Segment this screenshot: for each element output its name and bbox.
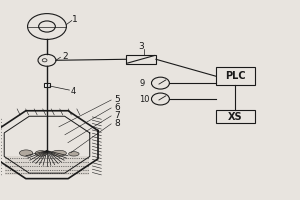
Bar (216, 67, 254, 85)
Text: 4: 4 (71, 87, 76, 96)
Ellipse shape (52, 150, 66, 156)
Text: 6: 6 (114, 103, 120, 112)
Bar (44, 83, 50, 87)
Ellipse shape (69, 152, 79, 156)
Text: 1: 1 (72, 15, 78, 24)
Text: XS: XS (228, 112, 242, 122)
Text: 5: 5 (114, 95, 120, 104)
Bar (126, 55, 156, 64)
Text: 10: 10 (140, 95, 150, 104)
Text: PLC: PLC (225, 71, 245, 81)
Text: 7: 7 (114, 111, 120, 120)
Text: 3: 3 (138, 42, 144, 51)
Text: 9: 9 (140, 79, 145, 88)
Circle shape (152, 77, 169, 89)
Ellipse shape (20, 150, 33, 156)
Bar (216, 110, 254, 123)
Text: 8: 8 (114, 119, 120, 128)
Ellipse shape (35, 151, 47, 156)
Text: 2: 2 (62, 52, 68, 61)
Polygon shape (5, 156, 89, 175)
Circle shape (152, 93, 169, 105)
